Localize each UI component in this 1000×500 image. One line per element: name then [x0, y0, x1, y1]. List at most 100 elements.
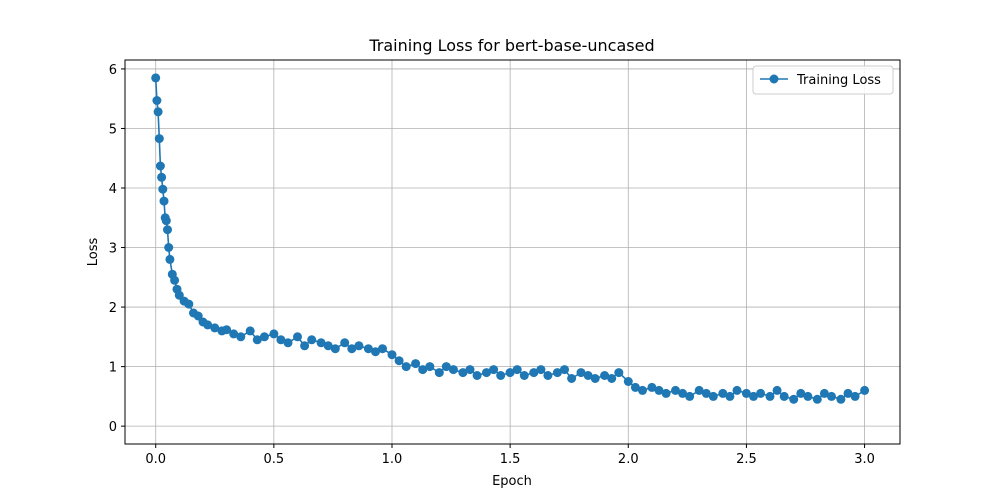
data-point: [536, 365, 546, 375]
data-point: [732, 385, 742, 395]
data-point: [157, 172, 167, 182]
data-point: [441, 362, 451, 372]
x-tick-label: 0.0: [145, 452, 166, 467]
series-training-loss: [151, 73, 870, 404]
data-point: [741, 388, 751, 398]
y-tick-label: 4: [109, 182, 117, 197]
data-point: [482, 368, 491, 378]
data-point: [151, 73, 161, 83]
x-axis-ticks: 0.0 0.5 1.0 1.5 2.0 2.5 3.0: [145, 444, 875, 467]
data-point: [819, 388, 829, 398]
data-point: [638, 385, 647, 395]
data-point: [796, 388, 806, 398]
data-point: [827, 391, 836, 401]
data-point: [576, 368, 586, 378]
y-tick-label: 1: [109, 361, 117, 376]
data-point: [159, 196, 169, 206]
data-point: [316, 338, 326, 348]
data-point: [567, 374, 577, 383]
chart-title: Training Loss for bert-base-uncased: [368, 36, 654, 55]
data-point: [725, 391, 735, 401]
data-point: [387, 350, 397, 360]
data-point: [152, 96, 162, 105]
data-point: [170, 275, 180, 285]
data-point: [371, 347, 380, 357]
data-point: [519, 371, 529, 380]
data-point: [425, 362, 435, 372]
data-point: [860, 385, 870, 395]
data-point: [411, 359, 421, 369]
data-point: [843, 388, 853, 398]
y-axis-label: Loss: [86, 238, 101, 267]
data-point: [330, 344, 340, 354]
data-point: [803, 391, 813, 401]
data-point: [363, 344, 373, 354]
grid: [125, 60, 900, 444]
y-tick-label: 0: [109, 420, 117, 435]
data-point: [623, 377, 633, 386]
data-point: [630, 382, 640, 392]
data-point: [163, 225, 172, 235]
data-point: [307, 335, 317, 345]
data-point: [850, 391, 860, 401]
x-tick-label: 3.0: [854, 452, 875, 467]
data-point: [222, 325, 232, 335]
data-point: [543, 371, 553, 380]
data-point: [765, 391, 775, 401]
legend-label: Training Loss: [796, 73, 881, 88]
data-point: [184, 299, 194, 309]
data-point: [378, 344, 387, 354]
data-point: [583, 371, 593, 380]
data-point: [512, 365, 522, 375]
series-markers: [151, 73, 870, 404]
data-point: [155, 161, 165, 171]
data-point: [560, 365, 569, 375]
data-point: [647, 382, 657, 392]
data-point: [245, 326, 255, 336]
data-point: [340, 338, 350, 348]
data-point: [749, 391, 758, 401]
data-point: [489, 365, 499, 375]
data-point: [323, 341, 333, 351]
data-point: [590, 374, 600, 383]
data-point: [259, 332, 269, 342]
x-tick-label: 1.5: [500, 452, 521, 467]
data-point: [812, 394, 822, 404]
data-point: [158, 184, 168, 194]
data-point: [505, 368, 515, 378]
x-tick-label: 2.5: [736, 452, 757, 467]
y-tick-label: 6: [109, 63, 117, 78]
x-axis-label: Epoch: [492, 474, 532, 489]
data-point: [252, 335, 262, 345]
x-tick-label: 2.0: [618, 452, 639, 467]
data-point: [472, 371, 482, 380]
data-point: [685, 391, 695, 401]
data-point: [283, 338, 293, 348]
legend-marker-swatch: [769, 74, 779, 84]
data-point: [354, 341, 364, 351]
data-point: [600, 371, 610, 380]
legend-box: [752, 65, 894, 95]
data-point: [229, 329, 239, 339]
data-point: [654, 385, 664, 395]
data-point: [165, 254, 175, 264]
data-point: [458, 368, 468, 378]
legend: Training Loss: [752, 65, 894, 95]
data-point: [269, 329, 279, 339]
data-point: [836, 394, 846, 404]
data-point: [236, 332, 246, 342]
data-point: [293, 332, 302, 342]
data-point: [614, 368, 624, 378]
data-point: [193, 311, 203, 321]
axes-frame: [124, 59, 901, 445]
data-point: [694, 385, 704, 395]
y-axis-ticks: 0 1 2 3 4 5 6: [109, 63, 125, 435]
data-point: [210, 323, 220, 333]
data-point: [552, 368, 562, 378]
x-tick-label: 1.0: [382, 452, 403, 467]
data-point: [161, 216, 171, 226]
y-tick-label: 3: [109, 242, 117, 257]
data-point: [756, 388, 766, 398]
data-point: [529, 368, 539, 378]
x-tick-label: 0.5: [264, 452, 285, 467]
